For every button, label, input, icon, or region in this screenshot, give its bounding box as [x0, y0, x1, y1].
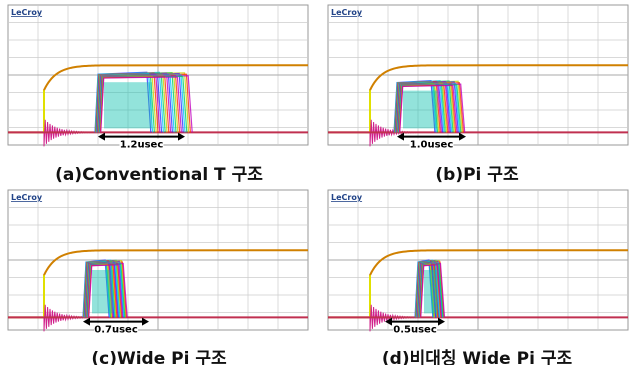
pulse-core [403, 91, 438, 129]
caption: (c)Wide Pi 구조 [0, 344, 318, 365]
caption: (b)Pi 구조 [318, 160, 636, 185]
pulse-core [92, 270, 113, 313]
width-label: 0.5usec [393, 325, 437, 336]
figure: LeCroy1.2usecLeCroy1.0usecLeCroy0.7usecL… [0, 0, 636, 365]
scope-panel: LeCroy 1.0usec [328, 5, 628, 151]
caption: (d)비대칭 Wide Pi 구조 [318, 344, 636, 365]
pulse-core [424, 270, 438, 313]
brand: LeCroy [331, 8, 363, 17]
caption: (a)Conventional T 구조 [0, 160, 318, 185]
brand: LeCroy [11, 8, 43, 17]
pulse-core [104, 82, 152, 128]
scope-panel: LeCroy 0.5usec [328, 190, 628, 336]
width-label: 0.7usec [94, 325, 138, 336]
brand: LeCroy [11, 193, 43, 202]
width-label: 1.2usec [120, 140, 164, 151]
scope-panel: LeCroy 0.7usec [8, 190, 308, 336]
brand: LeCroy [331, 193, 363, 202]
width-label: 1.0usec [410, 140, 454, 151]
scope-panel: LeCroy 1.2usec [8, 5, 308, 151]
